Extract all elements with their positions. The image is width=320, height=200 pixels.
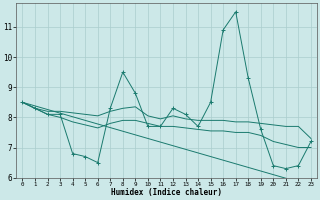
X-axis label: Humidex (Indice chaleur): Humidex (Indice chaleur) — [111, 188, 222, 197]
